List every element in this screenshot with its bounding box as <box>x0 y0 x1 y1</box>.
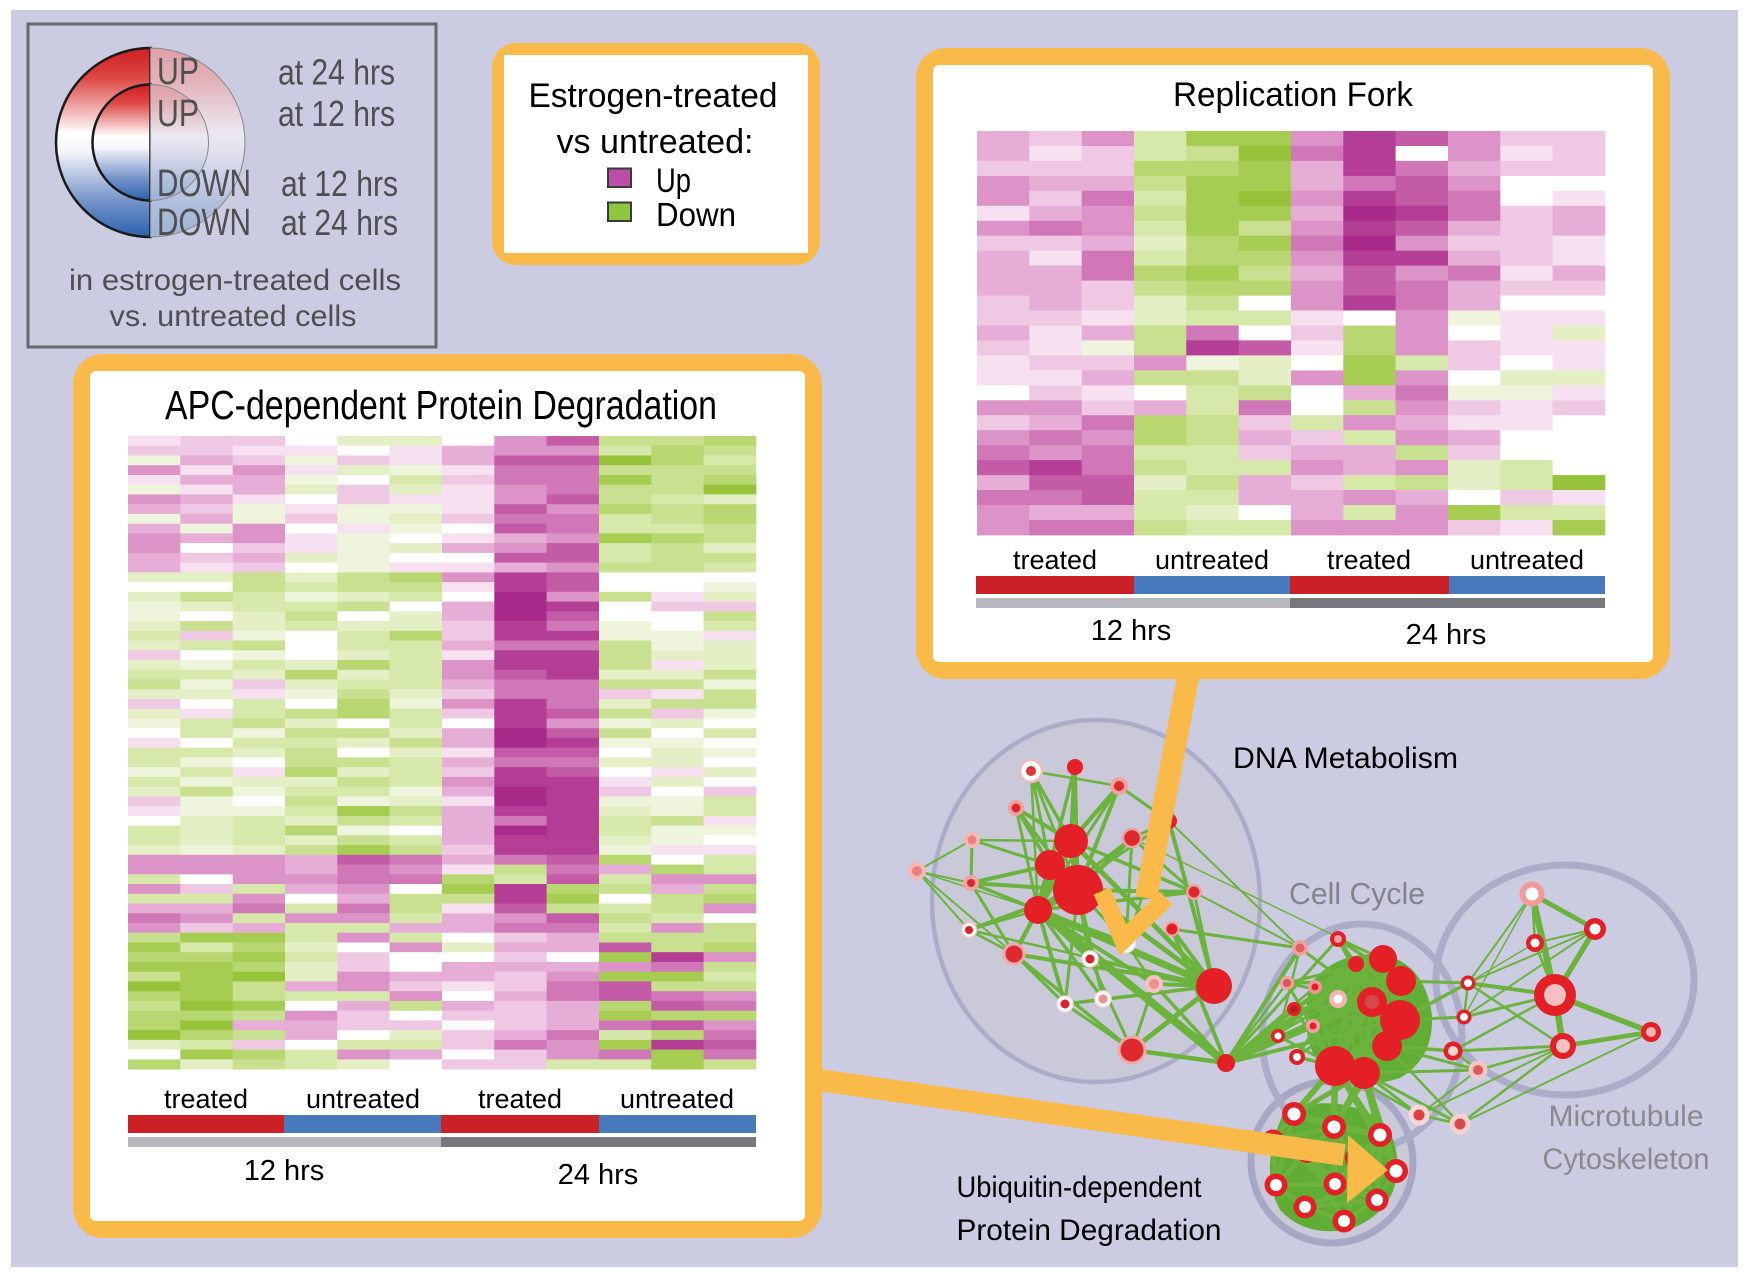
svg-text:untreated: untreated <box>306 1084 420 1114</box>
svg-text:in estrogen-treated cells: in estrogen-treated cells <box>69 264 401 297</box>
svg-text:Up: Up <box>656 162 691 200</box>
svg-text:APC-dependent Protein Degradat: APC-dependent Protein Degradation <box>165 382 717 428</box>
svg-text:Protein Degradation: Protein Degradation <box>957 1214 1222 1247</box>
svg-text:UP: UP <box>157 51 199 93</box>
svg-text:at 12 hrs: at 12 hrs <box>281 163 398 204</box>
svg-text:Down: Down <box>656 196 736 233</box>
svg-text:untreated: untreated <box>1155 545 1269 575</box>
svg-text:Replication Fork: Replication Fork <box>1173 76 1414 114</box>
svg-text:vs. untreated cells: vs. untreated cells <box>110 300 357 333</box>
svg-text:treated: treated <box>164 1084 248 1114</box>
svg-text:untreated: untreated <box>1470 545 1584 575</box>
svg-text:12 hrs: 12 hrs <box>244 1155 325 1187</box>
svg-text:Cytoskeleton: Cytoskeleton <box>1543 1143 1710 1176</box>
svg-text:24 hrs: 24 hrs <box>1406 619 1487 651</box>
svg-text:vs untreated:: vs untreated: <box>557 123 754 161</box>
svg-text:Cell Cycle: Cell Cycle <box>1289 876 1425 911</box>
svg-text:Estrogen-treated: Estrogen-treated <box>529 77 778 115</box>
svg-text:Ubiquitin-dependent: Ubiquitin-dependent <box>957 1171 1203 1204</box>
svg-text:untreated: untreated <box>620 1084 734 1114</box>
svg-text:at 24 hrs: at 24 hrs <box>281 202 398 243</box>
svg-text:DOWN: DOWN <box>157 202 251 244</box>
svg-text:12 hrs: 12 hrs <box>1091 615 1172 647</box>
svg-text:treated: treated <box>1327 545 1411 575</box>
svg-text:Microtubule: Microtubule <box>1549 1100 1704 1133</box>
svg-text:at 24 hrs: at 24 hrs <box>278 52 395 93</box>
svg-text:treated: treated <box>1013 545 1097 575</box>
svg-text:DNA Metabolism: DNA Metabolism <box>1233 742 1458 775</box>
svg-text:at 12 hrs: at 12 hrs <box>278 93 395 134</box>
svg-text:DOWN: DOWN <box>157 163 251 205</box>
svg-text:UP: UP <box>157 93 199 135</box>
svg-text:24 hrs: 24 hrs <box>558 1159 639 1191</box>
svg-text:treated: treated <box>478 1084 562 1114</box>
